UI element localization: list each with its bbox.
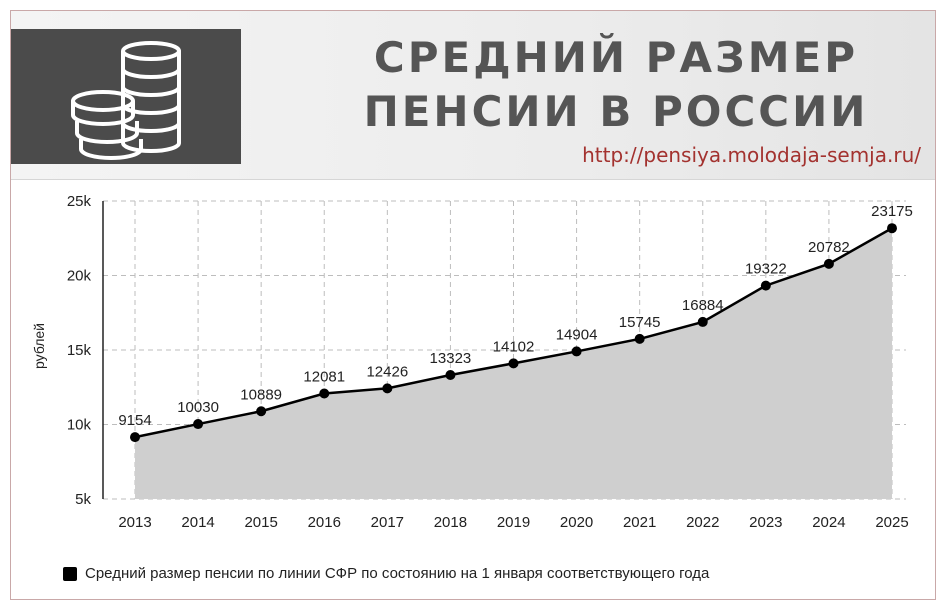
logo-box bbox=[11, 29, 241, 164]
x-tick-label: 2013 bbox=[118, 514, 151, 531]
data-point bbox=[445, 369, 456, 380]
x-tick-label: 2022 bbox=[686, 514, 719, 531]
data-labels: 9154 10030 10889 12081 12426 13323 14102 14904 1… bbox=[118, 203, 913, 429]
data-point bbox=[760, 280, 771, 291]
data-point bbox=[319, 388, 330, 399]
chart-title-line-2: ПЕНСИИ В РОССИИ bbox=[363, 87, 869, 136]
chart-title-line-1: СРЕДНИЙ РАЗМЕР bbox=[373, 33, 859, 82]
x-tick-label: 2015 bbox=[244, 514, 277, 531]
legend-label: Средний размер пенсии по линии СФР по со… bbox=[85, 565, 710, 582]
data-point bbox=[130, 432, 140, 443]
chart-frame: СРЕДНИЙ РАЗМЕР ПЕНСИИ В РОССИИ http://pe… bbox=[10, 10, 936, 600]
y-tick-label: 5k bbox=[75, 491, 91, 508]
data-label: 14904 bbox=[556, 326, 598, 343]
y-tick-label: 20k bbox=[67, 268, 92, 285]
data-label: 20782 bbox=[808, 239, 850, 256]
x-tick-label: 2017 bbox=[371, 514, 404, 531]
data-label: 19322 bbox=[745, 261, 787, 278]
data-point bbox=[256, 406, 267, 417]
data-label: 10889 bbox=[240, 386, 282, 403]
x-tick-label: 2016 bbox=[308, 514, 341, 531]
x-tick-label: 2019 bbox=[497, 514, 530, 531]
data-label: 13323 bbox=[430, 350, 472, 367]
source-url-link[interactable]: http://pensiya.molodaja-semja.ru/ bbox=[582, 143, 921, 167]
y-axis-title: рублей bbox=[31, 323, 47, 369]
data-point bbox=[508, 358, 519, 369]
data-point bbox=[382, 383, 393, 394]
pension-area-chart: 9154 10030 10889 12081 12426 13323 14102 14904 1… bbox=[31, 193, 913, 531]
data-label: 10030 bbox=[177, 399, 219, 416]
data-point bbox=[887, 223, 897, 234]
data-label: 15745 bbox=[619, 314, 661, 331]
coins-icon bbox=[71, 41, 181, 160]
data-point bbox=[193, 419, 204, 430]
x-tick-label: 2020 bbox=[560, 514, 593, 531]
legend-swatch bbox=[63, 566, 77, 581]
data-points bbox=[130, 223, 897, 443]
y-tick-label: 25k bbox=[67, 193, 92, 210]
data-label: 16884 bbox=[682, 297, 724, 314]
data-point bbox=[823, 258, 834, 269]
data-point bbox=[634, 333, 645, 344]
data-label: 14102 bbox=[493, 338, 535, 355]
y-tick-label: 15k bbox=[67, 342, 92, 359]
y-tick-label: 10k bbox=[67, 417, 92, 434]
x-tick-label: 2014 bbox=[181, 514, 214, 531]
data-point bbox=[697, 316, 708, 327]
x-tick-label: 2021 bbox=[623, 514, 656, 531]
data-label: 9154 bbox=[118, 412, 151, 429]
x-tick-label: 2024 bbox=[812, 514, 845, 531]
tick-labels: 5k 10k 15k 20k 25k 2013 2014 2015 2016 2017 2018 20… bbox=[67, 193, 909, 531]
data-label: 23175 bbox=[871, 203, 913, 220]
data-label: 12426 bbox=[366, 363, 408, 380]
data-point bbox=[571, 346, 582, 357]
x-tick-label: 2023 bbox=[749, 514, 782, 531]
x-tick-label: 2025 bbox=[875, 514, 908, 531]
legend: Средний размер пенсии по линии СФР по со… bbox=[63, 565, 709, 582]
data-label: 12081 bbox=[303, 368, 345, 385]
header-banner: СРЕДНИЙ РАЗМЕР ПЕНСИИ В РОССИИ http://pe… bbox=[11, 11, 935, 180]
x-tick-label: 2018 bbox=[434, 514, 467, 531]
